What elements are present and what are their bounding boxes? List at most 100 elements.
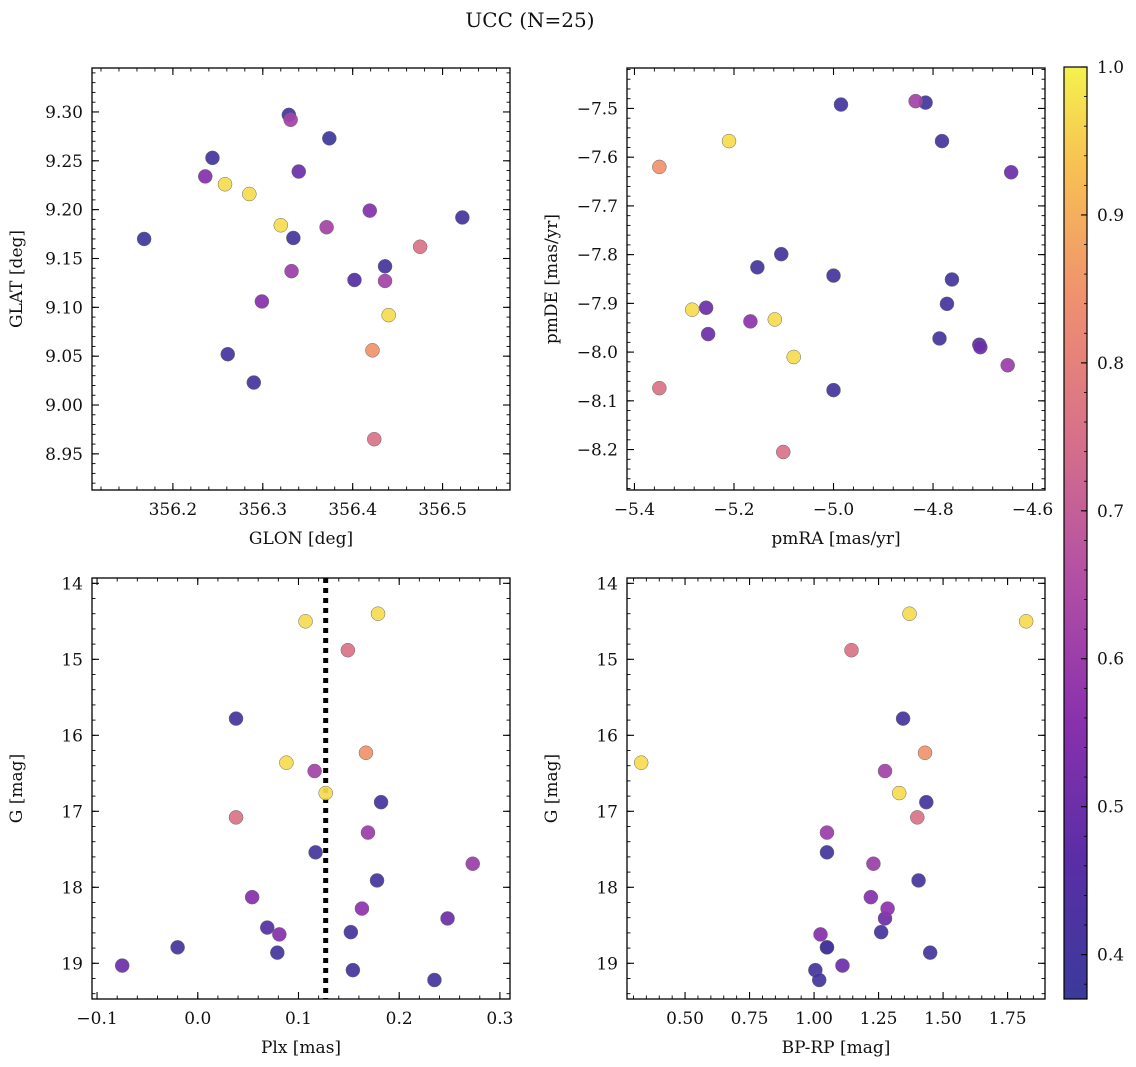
data-point	[895, 711, 911, 726]
y-tick-label: 8.95	[45, 445, 83, 465]
data-point	[412, 239, 428, 255]
data-point	[819, 845, 835, 860]
colorbar-tick-label: 0.7	[1097, 502, 1124, 522]
y-tick-label: 9.20	[45, 201, 83, 221]
x-tick-label: 1.50	[924, 1009, 962, 1029]
x-tick-label: 0.50	[666, 1009, 704, 1029]
data-point	[427, 972, 442, 988]
data-point	[826, 268, 841, 283]
figure-title: UCC (N=25)	[465, 8, 594, 32]
x-tick-label: −5.4	[614, 500, 655, 520]
data-point	[911, 873, 926, 888]
data-point	[767, 312, 783, 327]
x-tick-label: 356.5	[418, 500, 467, 520]
data-point	[1018, 614, 1034, 629]
data-point	[358, 745, 374, 761]
y-tick-label: 9.30	[45, 103, 83, 123]
x-tick-label: −5.0	[813, 500, 854, 520]
data-point	[902, 606, 917, 621]
data-point	[365, 343, 380, 358]
data-point	[345, 962, 361, 978]
y-tick-label: 15	[61, 650, 83, 670]
data-point	[370, 606, 386, 621]
data-point	[279, 755, 294, 770]
x-tick-label: −4.6	[1012, 500, 1053, 520]
scatter-panel-3: −0.1 0.0 0.1 0.2 0.3 14 15 16 17 18 19 Plx [mas] G […	[7, 574, 513, 1058]
data-point	[260, 920, 275, 935]
data-point	[369, 873, 385, 888]
data-point	[891, 785, 907, 801]
data-point	[721, 133, 737, 149]
data-point	[373, 794, 389, 810]
data-point	[939, 296, 955, 312]
y-tick-label: −7.9	[577, 294, 618, 314]
y-axis-label: G [mag]	[542, 754, 562, 823]
y-tick-label: 19	[61, 954, 83, 974]
data-point	[813, 927, 828, 942]
data-point	[308, 845, 323, 860]
x-axis-label: pmRA [mas/yr]	[771, 529, 900, 549]
y-tick-label: 17	[596, 802, 618, 822]
data-point	[283, 112, 298, 128]
x-tick-label: 356.4	[328, 500, 377, 520]
y-tick-label: 9.15	[45, 249, 83, 269]
axes-frame	[626, 577, 1046, 1000]
y-tick-label: 19	[596, 954, 618, 974]
data-point	[291, 164, 307, 179]
x-tick-label: 1.25	[860, 1009, 898, 1029]
data-point	[228, 810, 244, 825]
scatter-panel-1: 356.2 356.3 356.4 356.5 8.95 9.00 9.05 9.10 9.15…	[7, 67, 511, 549]
data-point	[205, 150, 220, 166]
data-point	[819, 825, 835, 840]
y-tick-label: 18	[596, 878, 618, 898]
data-point	[700, 326, 716, 342]
data-point	[811, 972, 827, 988]
data-point	[866, 856, 881, 871]
data-point	[908, 93, 923, 109]
data-point	[932, 331, 947, 346]
x-tick-label: 1.75	[989, 1009, 1027, 1029]
data-point	[465, 856, 480, 871]
data-point	[877, 763, 893, 779]
data-point	[381, 307, 396, 323]
data-point	[136, 231, 152, 247]
y-tick-label: 16	[596, 726, 618, 746]
data-point	[826, 382, 841, 398]
axes-frame	[91, 67, 511, 491]
data-point	[270, 945, 285, 960]
data-point	[170, 940, 185, 955]
data-point	[286, 230, 301, 246]
data-point	[910, 810, 925, 825]
x-tick-label: 356.2	[149, 500, 198, 520]
data-point	[1000, 358, 1015, 373]
data-point	[786, 349, 801, 365]
y-tick-label: 9.05	[45, 347, 83, 367]
y-tick-label: 14	[596, 574, 618, 594]
data-point	[684, 302, 700, 317]
data-point	[343, 924, 359, 940]
data-point	[873, 924, 889, 940]
data-point	[1003, 165, 1019, 180]
y-tick-label: 17	[61, 802, 83, 822]
data-point	[633, 755, 649, 770]
data-point	[367, 431, 382, 447]
data-point	[776, 444, 791, 460]
data-point	[114, 958, 130, 973]
data-point	[819, 940, 835, 955]
data-point	[307, 763, 322, 779]
data-point	[340, 642, 356, 658]
x-tick-label: 0.75	[731, 1009, 769, 1029]
y-tick-label: 9.25	[45, 152, 83, 172]
y-tick-label: 9.10	[45, 298, 83, 318]
data-point	[973, 339, 988, 355]
colorbar-tick-label: 0.6	[1097, 650, 1124, 670]
y-tick-label: −8.1	[577, 392, 618, 412]
data-point	[919, 794, 934, 810]
y-tick-label: 16	[61, 726, 83, 746]
data-point	[244, 889, 260, 905]
colorbar-tick-label: 0.8	[1097, 354, 1124, 374]
data-point	[220, 346, 235, 362]
data-point	[844, 642, 859, 658]
x-tick-label: 356.3	[238, 500, 287, 520]
